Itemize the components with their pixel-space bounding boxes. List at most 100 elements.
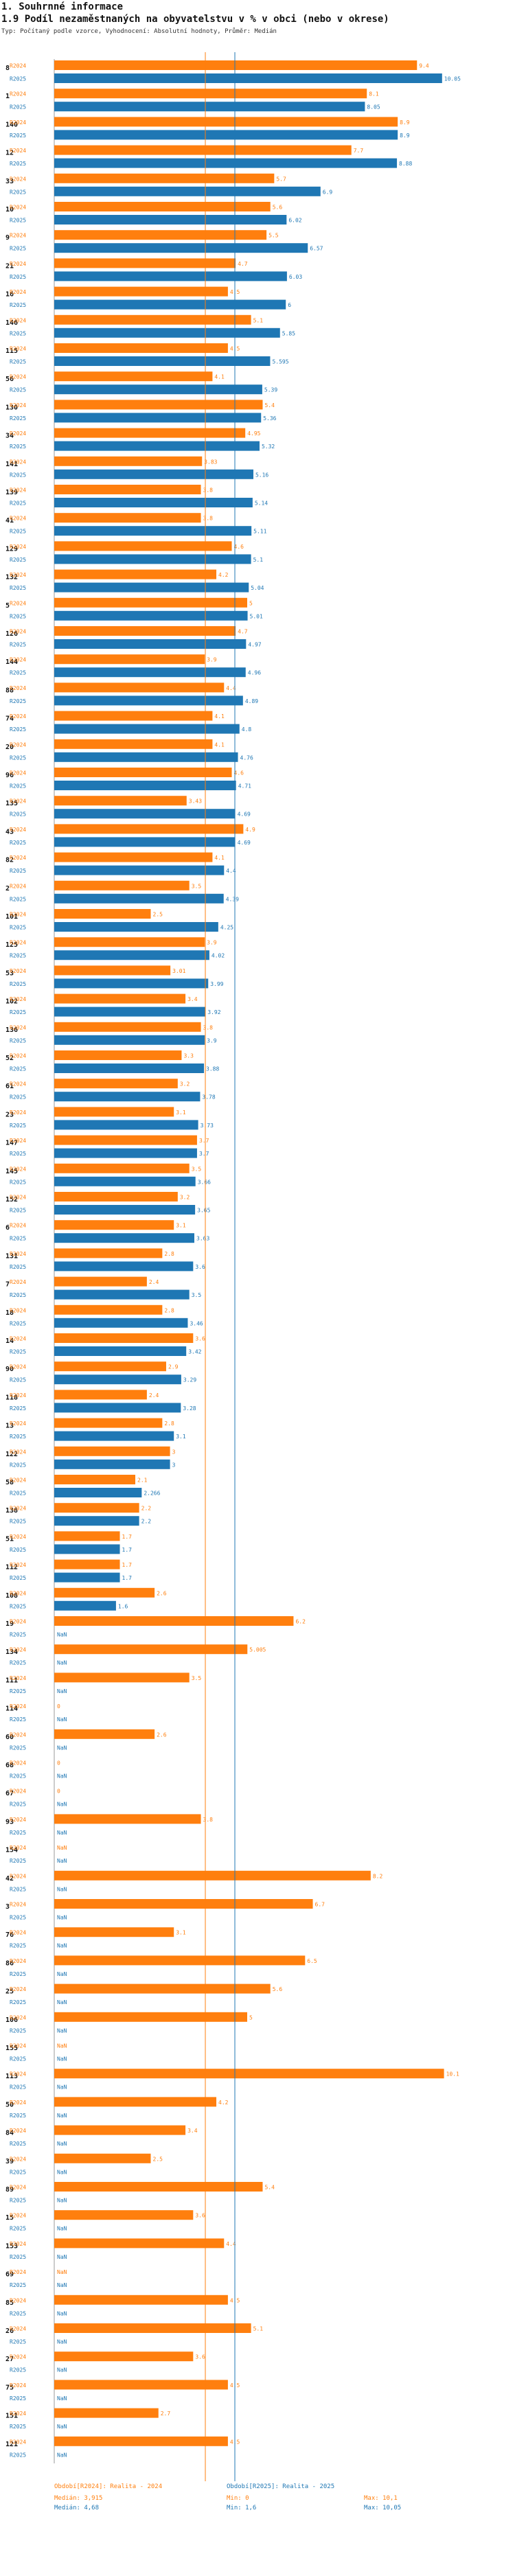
category-label: 154 [5,1847,18,1854]
bar-r2024 [54,1361,166,1372]
legend-r2025-name: Období[R2025]: Realita - 2025 [227,2483,334,2490]
series-label-r2025: R2025 [10,2310,26,2316]
series-label-r2025: R2025 [10,359,26,365]
series-label-r2024: R2024 [10,968,26,974]
bar-value-r2024: 6.5 [307,1958,317,1964]
series-label-r2024: R2024 [10,2043,26,2049]
bar-r2025 [54,498,253,507]
category-label: 121 [5,2441,18,2448]
category-label: 101 [5,913,18,921]
series-label-r2025: R2025 [10,133,26,139]
bar-r2025 [54,809,236,819]
bar-r2025 [54,781,236,790]
bar-value-r2025: 3.1 [176,1434,186,1440]
series-label-r2025: R2025 [10,2027,26,2034]
bar-value-r2025: 3.92 [207,1009,220,1015]
bar-r2024 [54,1983,271,1994]
bar-value-r2024: 3.4 [187,996,198,1002]
series-label-r2025: R2025 [10,1349,26,1355]
bar-r2024 [54,1135,197,1145]
bar-r2025 [54,1205,196,1215]
bar-value-r2024: 3.43 [189,798,202,805]
bar-value-r2025: 4.71 [238,783,251,790]
series-label-r2025: R2025 [10,1575,26,1581]
category-label: 144 [5,658,18,666]
series-label-r2024: R2024 [10,289,26,295]
series-label-r2025: R2025 [10,1377,26,1383]
bar-r2024 [54,1927,174,1937]
series-label-r2024: R2024 [10,1279,26,1285]
bar-r2025 [54,1233,195,1243]
bar-value-r2024: 2.4 [149,1392,159,1399]
bar-r2025 [54,752,238,762]
bar-value-r2025: 5.85 [282,330,295,336]
series-label-r2025: R2025 [10,1943,26,1949]
category-label: 68 [5,1762,14,1769]
bar-r2024 [54,456,203,466]
bar-value-r2024: 5.5 [268,233,279,239]
category-label: 82 [5,857,14,864]
bar-value-r2024: 1.7 [122,1562,133,1568]
bar-value-r2024: 4.4 [226,2241,236,2247]
bar-r2024 [54,541,232,551]
bar-r2024 [54,1248,163,1258]
category-label: 85 [5,2299,14,2307]
bar-r2025 [54,639,247,649]
bar-r2024 [54,1050,182,1060]
category-label: 53 [5,969,14,977]
chart-title: 1.9 Podíl nezaměstnaných na obyvatelstvu… [1,14,389,25]
series-label-r2025: R2025 [10,2084,26,2091]
series-label-r2024: R2024 [10,1845,26,1851]
bar-r2025 [54,1346,187,1356]
bar-r2025 [54,356,271,366]
category-label: 13 [5,1423,14,1430]
category-label: 56 [5,376,14,383]
bar-r2025 [54,1516,139,1526]
legend-r2025-median: Medián: 4,68 [54,2505,99,2511]
bar-value-r2025: NaN [57,2395,67,2402]
bar-value-r2025: 5.16 [255,472,268,478]
bar-r2024 [54,89,367,99]
bar-r2025 [54,1403,181,1413]
bar-value-r2024: 2.5 [153,912,163,918]
series-label-r2024: R2024 [10,374,26,380]
bar-value-r2024: 3.2 [180,1195,190,1201]
series-label-r2025: R2025 [10,1547,26,1553]
bar-r2025 [54,469,253,479]
bar-r2025 [54,130,398,140]
bar-value-r2025: 5.32 [262,444,275,450]
category-label: 89 [5,2186,14,2194]
series-label-r2024: R2024 [10,912,26,918]
series-label-r2025: R2025 [10,246,26,252]
legend-r2025-min: Min: 1,6 [227,2505,256,2511]
bar-value-r2025: NaN [57,2169,67,2175]
bar-value-r2025: NaN [57,1632,67,1638]
category-label: 39 [5,2158,14,2165]
series-label-r2025: R2025 [10,1009,26,1015]
bar-value-r2024: 3.4 [187,2128,198,2134]
bar-value-r2025: NaN [57,2084,67,2091]
category-label: 9 [5,234,10,242]
series-label-r2024: R2024 [10,1675,26,1681]
bar-r2025 [54,1318,188,1328]
bar-r2025 [54,215,287,225]
series-label-r2024: R2024 [10,1364,26,1370]
series-label-r2024: R2024 [10,1138,26,1144]
category-label: 69 [5,2271,14,2279]
bar-value-r2025: 4.4 [226,868,236,874]
bar-r2024 [54,1333,194,1343]
bar-r2024 [54,1446,170,1456]
bar-value-r2025: 5.36 [263,415,276,422]
bar-r2025 [54,441,260,451]
bar-value-r2024: 4.7 [238,629,248,635]
bar-r2024 [54,117,398,127]
bar-value-r2024: 3.8 [203,487,214,494]
bar-value-r2025: 4.89 [245,698,258,704]
bar-value-r2025: NaN [57,2056,67,2062]
category-label: 1 [5,93,10,100]
bar-value-r2024: 5.005 [249,1647,266,1653]
bar-value-r2024: 4.1 [214,741,225,748]
bar-value-r2025: 3.29 [183,1377,196,1383]
bar-value-r2024: 4.1 [214,374,225,380]
bar-value-r2024: 2.5 [153,2156,163,2162]
